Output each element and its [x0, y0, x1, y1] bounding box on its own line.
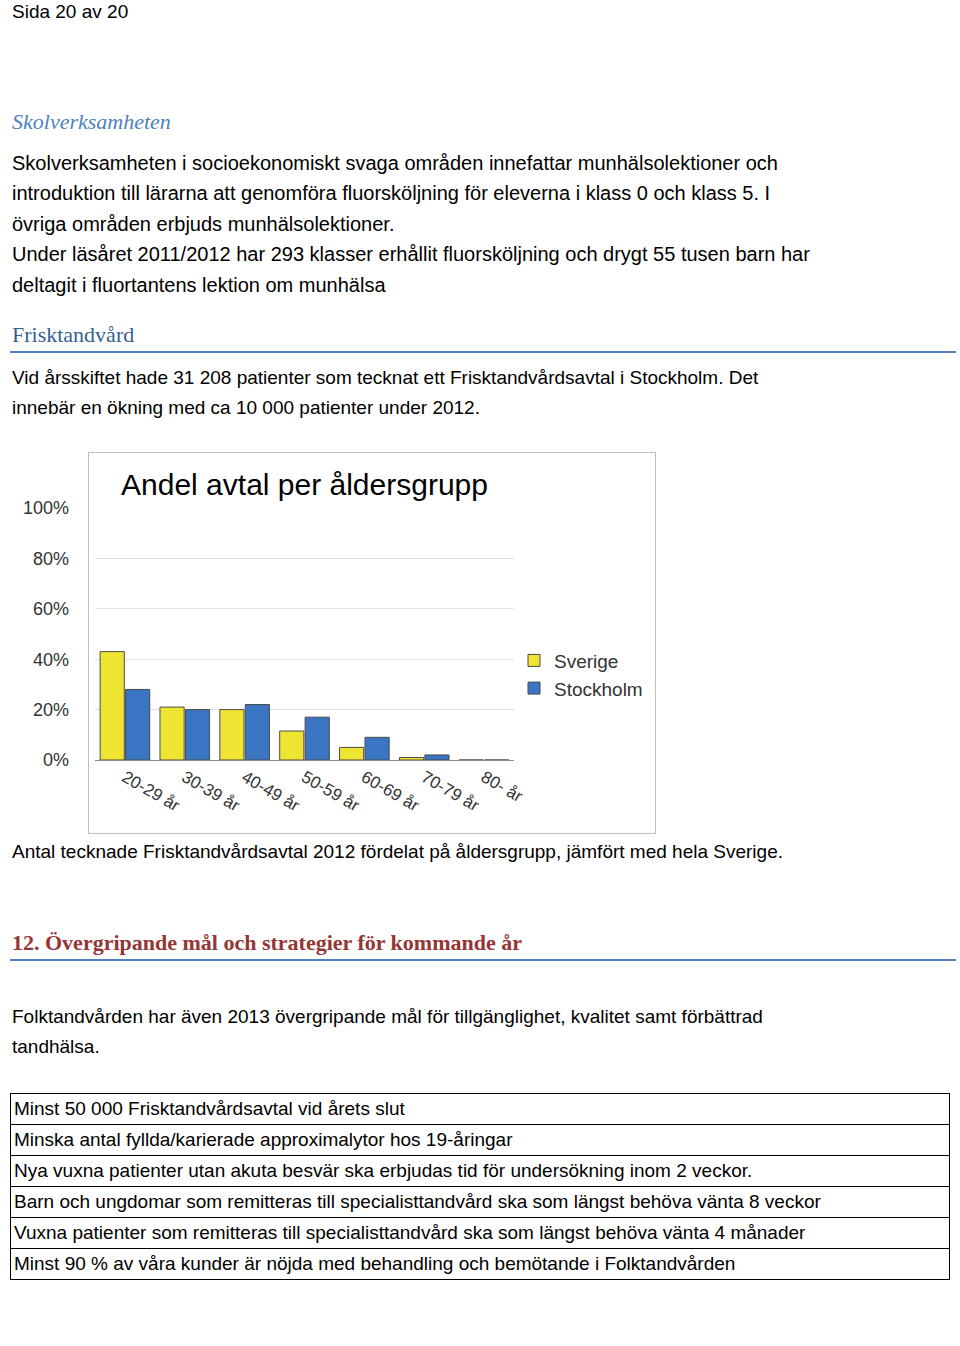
html-text:Under läsåret 2011/2012 har 29: Under läsåret 2011/2012 har 293 klasser … — [12, 243, 810, 266]
svg-text:60-69 år: 60-69 år — [358, 767, 423, 815]
html-text:Minst 90 % av våra kunder är n: Minst 90 % av våra kunder är nöjda med b… — [14, 1253, 736, 1274]
html-text:övriga områden erbjuds munhäls: övriga områden erbjuds munhälsolektioner… — [12, 212, 395, 235]
svg-text:Stockholm: Stockholm — [554, 679, 643, 700]
html-text:Antal tecknade Frisktandvårdsa: Antal tecknade Frisktandvårdsavtal 2012 … — [12, 841, 783, 862]
html-text:deltagit i fluortantens lektio: deltagit i fluortantens lektion om munhä… — [12, 273, 386, 296]
svg-text:80- år: 80- år — [478, 767, 526, 806]
html-text:tandhälsa.: tandhälsa. — [12, 1036, 100, 1057]
html-text:Skolverksamheten: Skolverksamheten — [12, 109, 171, 134]
svg-text:80%: 80% — [33, 549, 69, 569]
svg-text:70-79 år: 70-79 år — [418, 767, 483, 815]
svg-text:Sverige: Sverige — [554, 651, 618, 672]
svg-text:20-29 år: 20-29 år — [119, 767, 184, 815]
html-text:Minska antal fyllda/karierade: Minska antal fyllda/karierade approximal… — [14, 1129, 513, 1150]
svg-text:30-39 år: 30-39 år — [179, 767, 244, 815]
svg-text:0%: 0% — [43, 750, 69, 770]
html-text:Frisktandvård: Frisktandvård — [12, 322, 135, 347]
svg-text:60%: 60% — [33, 599, 69, 619]
html-text:12. Övergripande mål och strat: 12. Övergripande mål och strategier för … — [12, 930, 522, 955]
svg-text:40%: 40% — [33, 650, 69, 670]
html-text:innebär en ökning med ca 10 00: innebär en ökning med ca 10 000 patiente… — [12, 397, 480, 418]
svg-text:Andel avtal per åldersgrupp: Andel avtal per åldersgrupp — [121, 468, 488, 501]
html-text:Folktandvården har även 2013 ö: Folktandvården har även 2013 övergripand… — [12, 1006, 763, 1027]
html-text:Barn och ungdomar som remitter: Barn och ungdomar som remitteras till sp… — [14, 1191, 821, 1212]
svg-text:100%: 100% — [23, 498, 69, 518]
html-text:Skolverksamheten i socioekonom: Skolverksamheten i socioekonomiskt svaga… — [12, 152, 778, 174]
svg-text:40-49 år: 40-49 år — [238, 767, 303, 815]
html-text:introduktion till lärarna att: introduktion till lärarna att genomföra … — [12, 182, 771, 205]
html-text:Vuxna patienter som remitteras: Vuxna patienter som remitteras till spec… — [14, 1222, 806, 1243]
html-text:Nya vuxna patienter utan akuta: Nya vuxna patienter utan akuta besvär sk… — [14, 1160, 753, 1181]
svg-text:50-59 år: 50-59 år — [298, 767, 363, 815]
svg-text:20%: 20% — [33, 700, 69, 720]
html-text:Minst 50 000 Frisktandvårdsavt: Minst 50 000 Frisktandvårdsavtal vid åre… — [14, 1098, 405, 1119]
html-text:Vid årsskiftet hade 31 208 pat: Vid årsskiftet hade 31 208 patienter som… — [12, 367, 759, 388]
html-text:Sida 20 av 20: Sida 20 av 20 — [12, 1, 129, 22]
